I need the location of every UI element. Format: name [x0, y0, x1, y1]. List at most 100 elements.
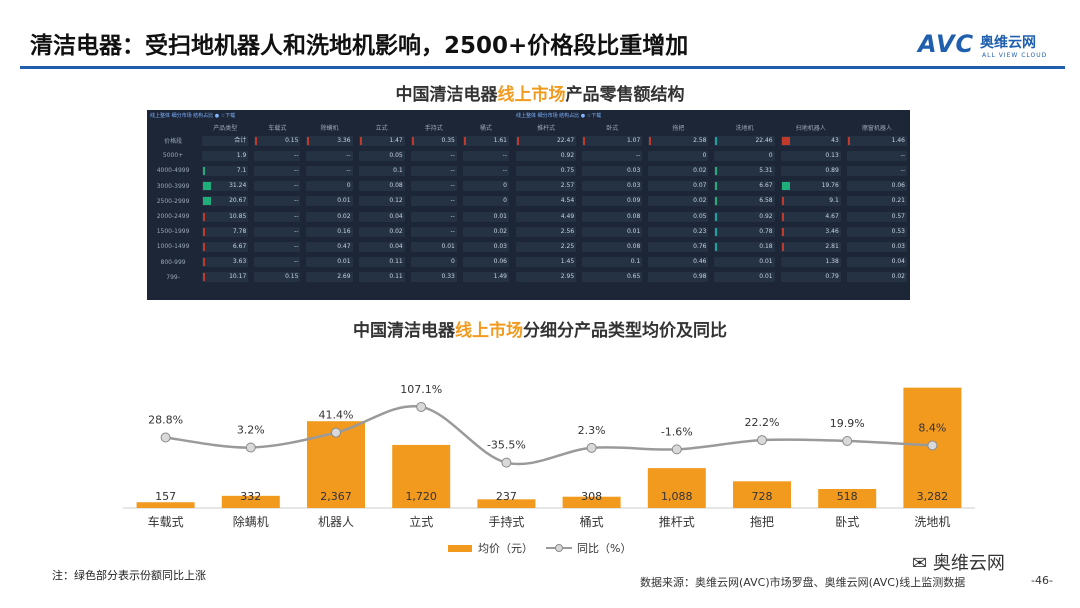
bar-label: 1,720 [405, 490, 437, 503]
share-change-marker [583, 136, 586, 145]
share-cell-value: 1.47 [358, 135, 405, 146]
share-cell: -- [303, 148, 355, 163]
price-segment-label: 5000+ [162, 152, 184, 160]
bar-label: 332 [240, 490, 261, 503]
left-table-toolbar[interactable]: 线上整体 细分市场 结构占比 ● ☆下载 [150, 113, 236, 119]
share-cell-value: 0.21 [846, 196, 907, 207]
share-change-marker [203, 197, 212, 206]
share-cell: 0.02 [844, 270, 910, 285]
share-cell: 0.07 [645, 179, 711, 194]
share-cell: 0.06 [844, 179, 910, 194]
share-cell-value: 0.35 [410, 135, 457, 146]
share-cell: 0.75 [513, 163, 579, 178]
share-cell: 0.53 [844, 224, 910, 239]
share-cell-value: 3.36 [306, 135, 353, 146]
share-cell: 2.95 [513, 270, 579, 285]
share-cell-value: 0.53 [846, 226, 907, 237]
logo-text: AVC [918, 30, 975, 58]
share-cell: 1.61 [460, 133, 512, 148]
share-cell: 1.45 [513, 255, 579, 270]
share-cell: 0 [645, 148, 711, 163]
share-cell-value: 0.01 [582, 226, 643, 237]
share-cell: 9.1 [778, 194, 844, 209]
share-cell: 0.08 [356, 179, 408, 194]
share-cell: -- [251, 194, 303, 209]
share-cell: 2.58 [645, 133, 711, 148]
share-cell-value: 0.08 [582, 211, 643, 222]
share-cell-value: 0.01 [714, 272, 775, 283]
share-cell: 2.56 [513, 224, 579, 239]
bar-桶式 [562, 496, 621, 508]
yoy-label: 2.3% [578, 424, 606, 437]
price-segment-label: 4000-4999 [156, 167, 190, 175]
col-header: 立式 [375, 124, 388, 132]
wechat-label: ✉ 奥维云网 [912, 549, 1005, 575]
share-cell: 2.25 [513, 239, 579, 254]
share-cell: 0.09 [579, 194, 645, 209]
share-cell: 2.81 [778, 239, 844, 254]
share-cell: 0.92 [513, 148, 579, 163]
share-cell: 0.05 [645, 209, 711, 224]
col-header: 车载式 [268, 124, 287, 132]
total-cell: 7.1 [199, 163, 251, 178]
share-cell: 0.02 [356, 224, 408, 239]
share-cell-value: 1.46 [846, 135, 907, 146]
share-cell-value: 43 [780, 135, 841, 146]
share-cell: 0.98 [645, 270, 711, 285]
share-cell-value: -- [306, 150, 353, 161]
share-change-marker [203, 166, 206, 175]
bar-label: 1,088 [661, 490, 693, 503]
share-cell: 0.47 [303, 239, 355, 254]
share-cell-value: -- [254, 257, 301, 268]
share-cell-value: 0.15 [254, 135, 301, 146]
share-cell: 4.49 [513, 209, 579, 224]
share-cell-value: -- [254, 226, 301, 237]
share-cell-value: 0.02 [648, 196, 709, 207]
share-cell-value: 1.49 [462, 272, 509, 283]
share-cell-value: -- [582, 150, 643, 161]
share-cell-value: 1.45 [516, 257, 577, 268]
bar-除螨机 [221, 495, 280, 508]
share-cell: 0.02 [303, 209, 355, 224]
right-table-toolbar[interactable]: 线上整体 细分市场 结构占比 ● ☆下载 [516, 113, 602, 119]
share-cell-value: 0.33 [410, 272, 457, 283]
bar-label: 2,367 [320, 490, 352, 503]
yoy-label: -35.5% [487, 439, 526, 452]
share-cell: 0 [460, 194, 512, 209]
share-cell: 0.12 [356, 194, 408, 209]
share-cell: 1.47 [356, 133, 408, 148]
share-cell: 0.21 [844, 194, 910, 209]
share-cell: 0.57 [844, 209, 910, 224]
share-cell: 0.05 [356, 148, 408, 163]
col-header: 推杆式 [537, 124, 556, 132]
share-cell-value: 4.67 [780, 211, 841, 222]
share-cell: 0.08 [579, 239, 645, 254]
x-tick-label: 立式 [409, 514, 433, 529]
x-tick-label: 洗地机 [914, 515, 950, 529]
share-cell: 0 [408, 255, 460, 270]
share-cell: -- [251, 163, 303, 178]
x-tick-label: 卧式 [835, 515, 859, 529]
share-cell-value: 0.18 [714, 241, 775, 252]
share-cell-value: 0.04 [358, 241, 405, 252]
share-cell-value: 0.11 [358, 257, 405, 268]
share-cell: -- [251, 239, 303, 254]
share-cell-value: 0.02 [306, 211, 353, 222]
share-cell: 6.58 [711, 194, 777, 209]
chart-section-title: 中国清洁电器线上市场分细分产品类型均价及同比 [0, 316, 1080, 341]
share-cell: -- [460, 163, 512, 178]
share-change-marker [715, 182, 718, 191]
share-change-marker [847, 136, 850, 145]
share-cell-value: -- [254, 241, 301, 252]
share-change-marker [715, 197, 718, 206]
table-row: 4.54 0.09 0.02 6.58 9.1 0.21 [513, 194, 910, 209]
yoy-label: 107.1% [400, 383, 442, 396]
bar-label: 3,282 [917, 490, 949, 503]
wechat-text: 奥维云网 [932, 553, 1005, 574]
share-cell: -- [460, 148, 512, 163]
legend-line-label: 同比（%） [577, 542, 631, 555]
share-cell-value: 1.07 [582, 135, 643, 146]
share-cell: -- [251, 224, 303, 239]
logo-cn: 奥维云网 [980, 35, 1036, 51]
share-cell-value: 0.47 [306, 241, 353, 252]
